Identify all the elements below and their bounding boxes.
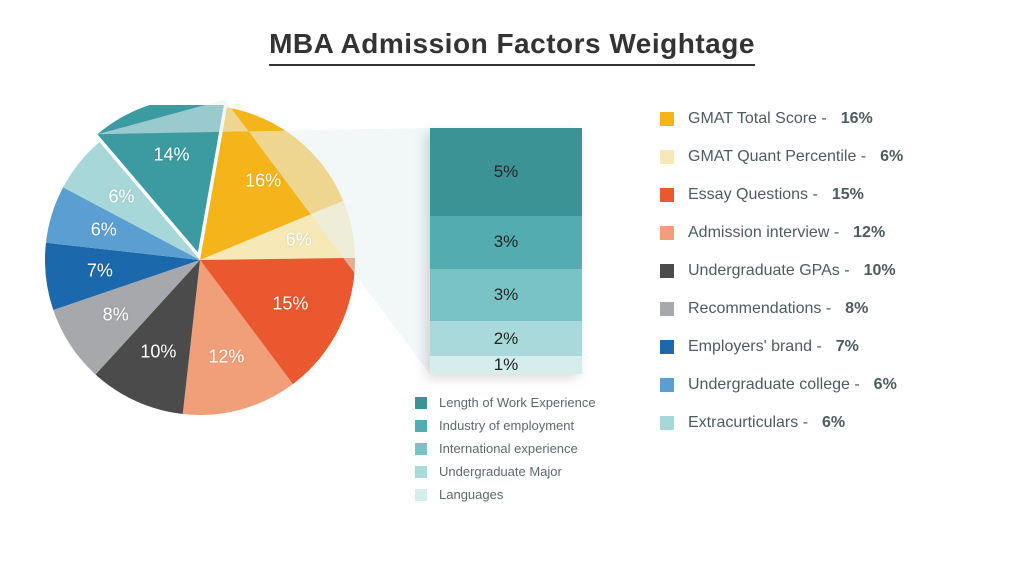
main-legend-item: Admission interview - 12% [660, 224, 1000, 242]
sub-legend-item: International experience [415, 441, 675, 456]
main-legend-label: Extracurticulars - [688, 414, 808, 432]
page-title: MBA Admission Factors Weightage [269, 28, 755, 66]
legend-swatch [660, 150, 674, 164]
stacked-segment: 3% [430, 216, 582, 269]
legend-swatch [660, 378, 674, 392]
main-legend-pct: 10% [864, 262, 896, 280]
sub-legend-label: Length of Work Experience [439, 395, 596, 410]
main-legend-pct: 6% [874, 376, 897, 394]
main-legend-item: Undergraduate college - 6% [660, 376, 1000, 394]
main-legend-item: GMAT Quant Percentile - 6% [660, 148, 1000, 166]
legend-swatch [660, 188, 674, 202]
pie-chart: 16%6%15%12%10%8%7%6%6%14% [45, 105, 355, 415]
sub-legend-item: Undergraduate Major [415, 464, 675, 479]
main-legend-item: Essay Questions - 15% [660, 186, 1000, 204]
main-legend-item: Undergraduate GPAs - 10% [660, 262, 1000, 280]
legend-swatch [660, 226, 674, 240]
main-legend-item: Extracurticulars - 6% [660, 414, 1000, 432]
sub-legend-label: International experience [439, 441, 578, 456]
main-legend-label: Undergraduate GPAs - [688, 262, 850, 280]
legend-swatch [415, 397, 427, 409]
main-legend-label: GMAT Quant Percentile - [688, 148, 866, 166]
main-legend-label: Undergraduate college - [688, 376, 860, 394]
main-legend-label: Employers' brand - [688, 338, 822, 356]
main-legend-label: Recommendations - [688, 300, 831, 318]
legend-swatch [415, 420, 427, 432]
main-legend-pct: 8% [845, 300, 868, 318]
main-legend-pct: 6% [880, 148, 903, 166]
stacked-bar-legend: Length of Work Experience Industry of emp… [415, 395, 675, 510]
legend-swatch [660, 416, 674, 430]
main-legend-pct: 7% [836, 338, 859, 356]
main-legend-item: GMAT Total Score - 16% [660, 110, 1000, 128]
stacked-segment: 2% [430, 321, 582, 356]
main-legend-item: Employers' brand - 7% [660, 338, 1000, 356]
sub-legend-item: Industry of employment [415, 418, 675, 433]
main-legend-pct: 12% [853, 224, 885, 242]
legend-swatch [415, 466, 427, 478]
main-legend-label: GMAT Total Score - [688, 110, 827, 128]
legend-swatch [660, 112, 674, 126]
main-legend-label: Admission interview - [688, 224, 839, 242]
main-legend-pct: 16% [841, 110, 873, 128]
main-legend: GMAT Total Score - 16% GMAT Quant Percent… [660, 110, 1000, 452]
main-legend-pct: 6% [822, 414, 845, 432]
legend-swatch [660, 302, 674, 316]
sub-legend-label: Undergraduate Major [439, 464, 562, 479]
legend-swatch [415, 443, 427, 455]
main-legend-item: Recommendations - 8% [660, 300, 1000, 318]
legend-swatch [415, 489, 427, 501]
sub-legend-label: Languages [439, 487, 503, 502]
stacked-segment: 5% [430, 128, 582, 216]
main-legend-label: Essay Questions - [688, 186, 818, 204]
stacked-bar: 5%3%3%2%1% [430, 128, 582, 374]
stacked-segment: 1% [430, 356, 582, 374]
legend-swatch [660, 340, 674, 354]
stacked-segment: 3% [430, 269, 582, 322]
sub-legend-label: Industry of employment [439, 418, 574, 433]
sub-legend-item: Length of Work Experience [415, 395, 675, 410]
sub-legend-item: Languages [415, 487, 675, 502]
legend-swatch [660, 264, 674, 278]
main-legend-pct: 15% [832, 186, 864, 204]
pie-svg [45, 105, 355, 415]
